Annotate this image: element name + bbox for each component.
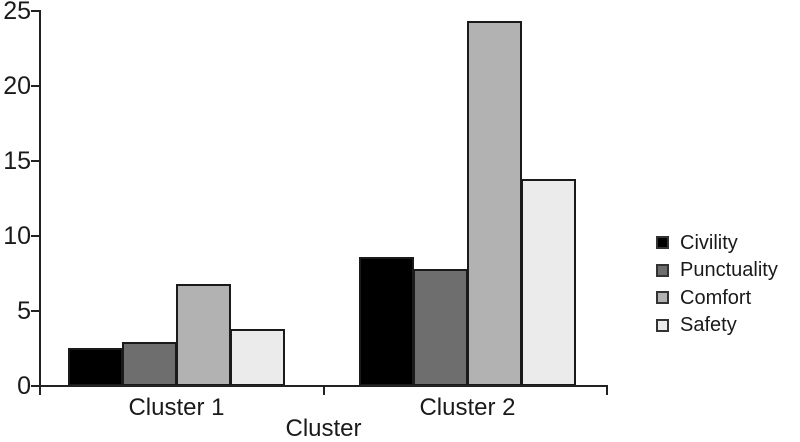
x-tick-1: [323, 386, 325, 395]
y-tick-label-25: 25: [3, 0, 31, 25]
legend: Civility Punctuality Comfort Safety: [656, 229, 778, 339]
legend-swatch-civility: [656, 236, 669, 250]
legend-item-safety: Safety: [656, 312, 778, 340]
legend-label-comfort: Comfort: [680, 286, 752, 309]
legend-item-punctuality: Punctuality: [656, 257, 778, 285]
legend-swatch-comfort: [656, 291, 669, 305]
y-tick-20: [31, 85, 40, 87]
y-tick-label-0: 0: [17, 372, 31, 400]
bar-cluster-1-comfort: [176, 284, 231, 386]
y-tick-label-10: 10: [3, 222, 31, 250]
legend-swatch-punctuality: [656, 263, 669, 277]
bar-cluster-1-civility: [68, 348, 123, 386]
y-tick-0: [31, 385, 40, 387]
y-tick-25: [31, 10, 40, 12]
x-tick-2: [606, 386, 608, 395]
y-tick-10: [31, 235, 40, 237]
legend-swatch-safety: [656, 318, 669, 332]
category-label-cluster-2: Cluster 2: [419, 394, 516, 421]
y-tick-5: [31, 310, 40, 312]
category-label-cluster-1: Cluster 1: [128, 394, 225, 421]
bar-cluster-2-safety: [521, 179, 576, 386]
legend-label-safety: Safety: [680, 314, 737, 337]
legend-item-civility: Civility: [656, 229, 778, 257]
legend-label-civility: Civility: [680, 231, 738, 254]
bar-cluster-2-comfort: [467, 21, 522, 386]
legend-label-punctuality: Punctuality: [680, 259, 778, 282]
x-axis-title: Cluster: [285, 415, 362, 442]
bar-cluster-1-safety: [230, 329, 285, 386]
y-tick-15: [31, 160, 40, 162]
y-axis: [39, 10, 41, 387]
bar-cluster-2-punctuality: [413, 269, 468, 386]
y-tick-label-15: 15: [3, 147, 31, 175]
bar-cluster-1-punctuality: [122, 342, 177, 386]
y-tick-label-20: 20: [3, 72, 31, 100]
legend-item-comfort: Comfort: [656, 284, 778, 312]
y-tick-label-5: 5: [17, 297, 31, 325]
bar-cluster-2-civility: [359, 257, 414, 386]
x-tick-0: [39, 386, 41, 395]
